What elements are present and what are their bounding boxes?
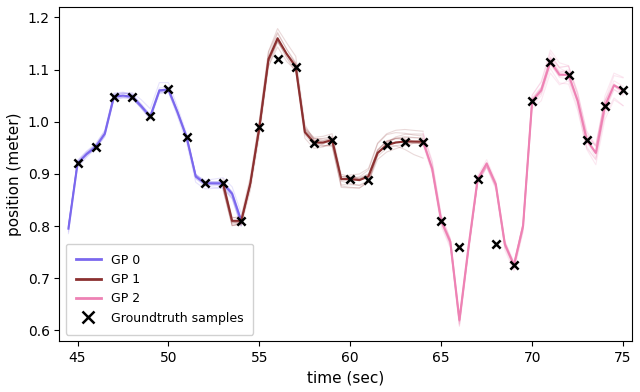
Point: [418, 138, 428, 145]
Legend: GP 0, GP 1, GP 2, Groundtruth samples: GP 0, GP 1, GP 2, Groundtruth samples: [65, 244, 253, 334]
Point: [91, 143, 101, 150]
Point: [563, 72, 573, 78]
Point: [127, 94, 137, 100]
Point: [254, 124, 264, 130]
Point: [200, 180, 210, 186]
Point: [491, 241, 501, 247]
Point: [273, 56, 283, 62]
Point: [472, 176, 483, 182]
Point: [182, 134, 192, 140]
Point: [436, 218, 446, 224]
Point: [218, 180, 228, 186]
Point: [291, 64, 301, 70]
Point: [381, 142, 392, 148]
Point: [454, 244, 465, 250]
Point: [545, 58, 556, 65]
Point: [400, 138, 410, 145]
Point: [527, 98, 538, 104]
Point: [72, 160, 83, 167]
Point: [600, 103, 610, 109]
Y-axis label: position (meter): position (meter): [7, 112, 22, 236]
Point: [327, 137, 337, 143]
Point: [509, 262, 519, 268]
X-axis label: time (sec): time (sec): [307, 370, 385, 385]
Point: [309, 140, 319, 146]
Point: [618, 87, 628, 94]
Point: [163, 86, 173, 93]
Point: [345, 176, 355, 182]
Point: [109, 94, 119, 100]
Point: [582, 137, 592, 143]
Point: [145, 113, 156, 120]
Point: [364, 177, 374, 183]
Point: [236, 218, 246, 224]
